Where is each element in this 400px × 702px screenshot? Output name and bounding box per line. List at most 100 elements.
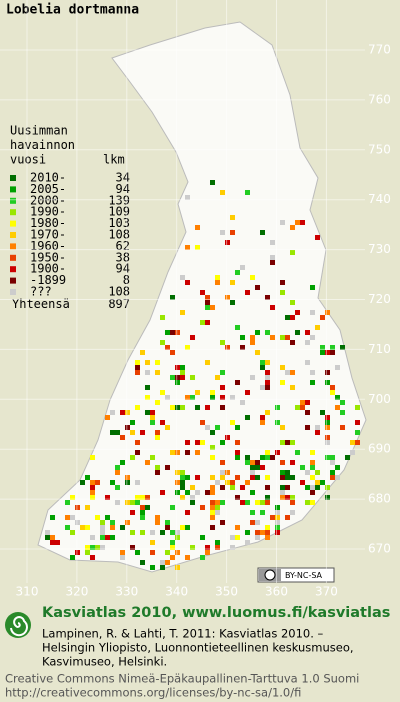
observation-square bbox=[120, 435, 125, 440]
observation-square bbox=[170, 545, 175, 550]
observation-square bbox=[285, 470, 290, 475]
observation-square bbox=[185, 395, 190, 400]
observation-square bbox=[195, 405, 200, 410]
observation-square bbox=[195, 450, 200, 455]
observation-square bbox=[355, 405, 360, 410]
observation-square bbox=[215, 275, 220, 280]
observation-square bbox=[145, 495, 150, 500]
observation-square bbox=[135, 365, 140, 370]
observation-square bbox=[260, 510, 265, 515]
observation-square bbox=[185, 280, 190, 285]
legend-label: -1899 bbox=[30, 273, 66, 287]
observation-square bbox=[245, 460, 250, 465]
observation-square bbox=[150, 415, 155, 420]
observation-square bbox=[220, 395, 225, 400]
observation-square bbox=[185, 440, 190, 445]
observation-square bbox=[175, 405, 180, 410]
legend-count: 108 bbox=[108, 285, 130, 299]
observation-square bbox=[275, 420, 280, 425]
observation-square bbox=[270, 240, 275, 245]
observation-square bbox=[320, 410, 325, 415]
observation-square bbox=[135, 480, 140, 485]
observation-square bbox=[130, 530, 135, 535]
observation-square bbox=[355, 440, 360, 445]
observation-square bbox=[250, 275, 255, 280]
observation-square bbox=[355, 420, 360, 425]
observation-square bbox=[105, 415, 110, 420]
observation-square bbox=[235, 440, 240, 445]
legend-count: 109 bbox=[108, 205, 130, 219]
observation-square bbox=[160, 530, 165, 535]
observation-square bbox=[280, 485, 285, 490]
observation-square bbox=[260, 360, 265, 365]
observation-square bbox=[175, 530, 180, 535]
observation-square bbox=[305, 470, 310, 475]
observation-square bbox=[80, 480, 85, 485]
legend-label: 1900- bbox=[30, 262, 66, 276]
observation-square bbox=[135, 450, 140, 455]
observation-square bbox=[275, 405, 280, 410]
observation-square bbox=[290, 340, 295, 345]
observation-square bbox=[290, 250, 295, 255]
observation-square bbox=[330, 385, 335, 390]
observation-square bbox=[250, 510, 255, 515]
observation-square bbox=[305, 500, 310, 505]
observation-square bbox=[125, 500, 130, 505]
observation-square bbox=[175, 565, 180, 570]
observation-square bbox=[135, 360, 140, 365]
observation-square bbox=[250, 475, 255, 480]
legend-label: 1980- bbox=[30, 216, 66, 230]
map-title: Lobelia dortmanna bbox=[6, 3, 139, 18]
observation-square bbox=[300, 220, 305, 225]
observation-square bbox=[205, 300, 210, 305]
observation-square bbox=[140, 505, 145, 510]
observation-square bbox=[75, 520, 80, 525]
observation-square bbox=[210, 445, 215, 450]
observation-square bbox=[140, 515, 145, 520]
observation-square bbox=[220, 370, 225, 375]
observation-square bbox=[265, 380, 270, 385]
observation-square bbox=[310, 460, 315, 465]
observation-square bbox=[130, 510, 135, 515]
legend-total-label: Yhteensä bbox=[12, 297, 70, 311]
observation-square bbox=[185, 245, 190, 250]
observation-square bbox=[210, 430, 215, 435]
observation-square bbox=[310, 370, 315, 375]
observation-square bbox=[155, 435, 160, 440]
observation-square bbox=[335, 475, 340, 480]
observation-square bbox=[210, 485, 215, 490]
observation-square bbox=[175, 535, 180, 540]
observation-square bbox=[330, 390, 335, 395]
observation-square bbox=[100, 520, 105, 525]
observation-square bbox=[260, 365, 265, 370]
observation-square bbox=[170, 530, 175, 535]
observation-square bbox=[340, 345, 345, 350]
observation-square bbox=[185, 510, 190, 515]
observation-square bbox=[135, 370, 140, 375]
observation-square bbox=[300, 465, 305, 470]
observation-square bbox=[85, 545, 90, 550]
observation-square bbox=[235, 325, 240, 330]
observation-square bbox=[305, 330, 310, 335]
observation-square bbox=[210, 490, 215, 495]
observation-square bbox=[95, 545, 100, 550]
observation-square bbox=[300, 405, 305, 410]
observation-square bbox=[230, 395, 235, 400]
observation-square bbox=[265, 530, 270, 535]
headline: Kasviatlas 2010, www.luomus.fi/kasviatla… bbox=[42, 605, 390, 621]
observation-square bbox=[180, 310, 185, 315]
legend-label: 1990- bbox=[30, 205, 66, 219]
observation-square bbox=[155, 470, 160, 475]
observation-square bbox=[220, 230, 225, 235]
observation-square bbox=[100, 545, 105, 550]
observation-square bbox=[290, 440, 295, 445]
observation-square bbox=[255, 465, 260, 470]
legend-count-heading: lkm bbox=[103, 153, 125, 167]
observation-square bbox=[110, 525, 115, 530]
observation-square bbox=[90, 495, 95, 500]
observation-square bbox=[325, 310, 330, 315]
observation-square bbox=[135, 550, 140, 555]
observation-square bbox=[140, 430, 145, 435]
observation-square bbox=[230, 545, 235, 550]
observation-square bbox=[320, 350, 325, 355]
